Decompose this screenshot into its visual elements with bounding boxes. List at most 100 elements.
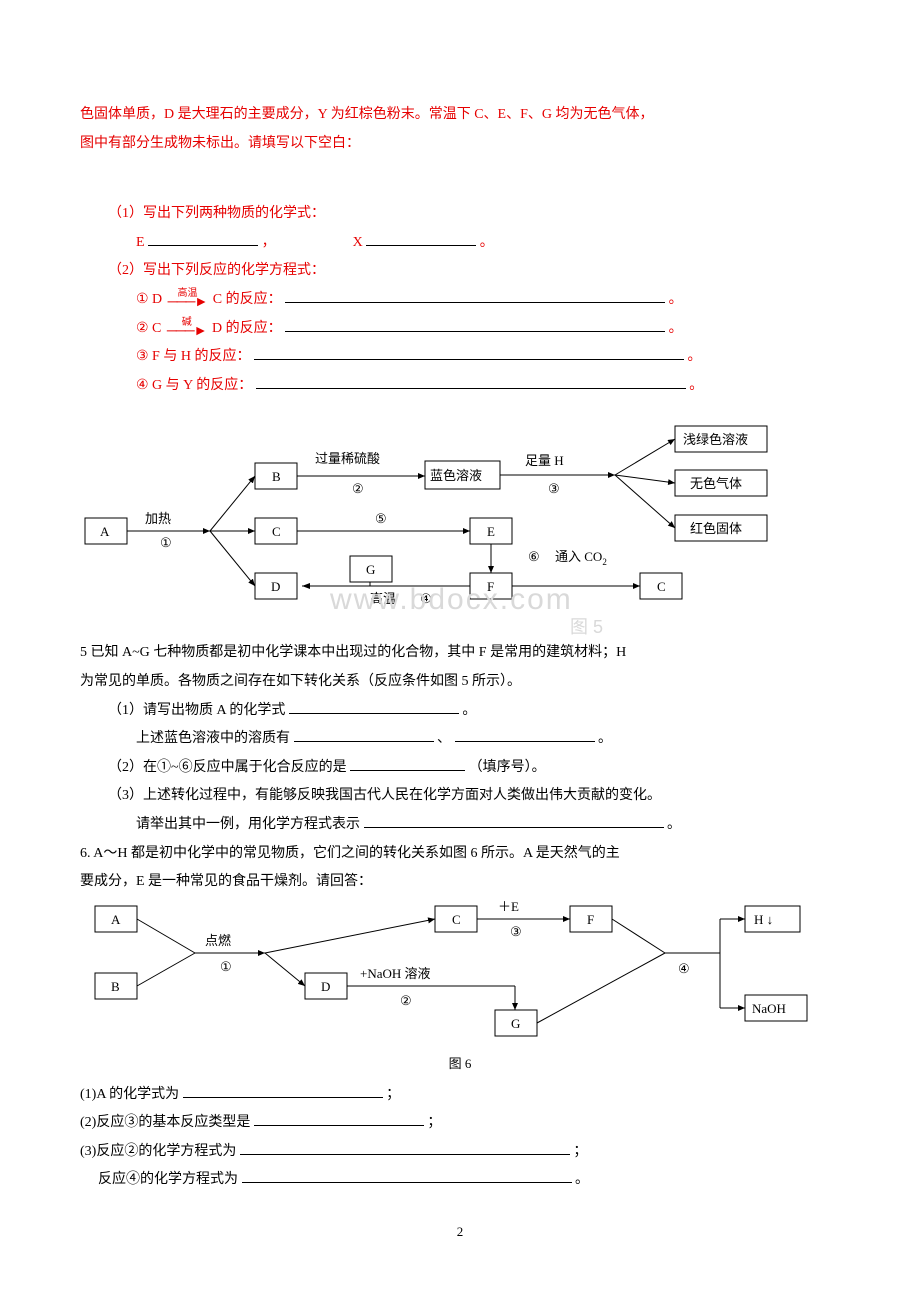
d5-lbl-gaowen: 高温 bbox=[370, 591, 396, 606]
blank-2-2 bbox=[285, 318, 665, 332]
d5-box-c2: C bbox=[657, 579, 666, 594]
d5-lbl-tongru: 通入 CO bbox=[555, 549, 602, 564]
q5-sub1b: 上述蓝色溶液中的溶质有 bbox=[136, 731, 290, 746]
d5-lbl-one: ① bbox=[160, 535, 172, 550]
d6-four: ④ bbox=[678, 961, 690, 976]
page-number: 2 bbox=[80, 1224, 840, 1240]
q1-e-label: E bbox=[136, 235, 145, 250]
q2-i2-b: D 的反应： bbox=[212, 321, 282, 336]
d5-box-g: G bbox=[366, 562, 375, 577]
q5-sub1a-row: （1）请写出物质 A 的化学式 。 bbox=[80, 698, 840, 725]
blank-5-4 bbox=[364, 814, 664, 828]
q2-i1-a: ① D bbox=[136, 292, 162, 307]
q2-i1-b: C 的反应： bbox=[213, 292, 282, 307]
q1-comma: ， bbox=[262, 235, 276, 250]
q6-semi-1: ； bbox=[386, 1087, 400, 1102]
q6-head-b: 要成分，E 是一种常见的食品干燥剂。请回答： bbox=[80, 869, 840, 896]
q2-period-3: 。 bbox=[687, 349, 701, 364]
q6-q2-row: (2)反应③的基本反应类型是 ； bbox=[80, 1110, 840, 1137]
blank-5-1 bbox=[289, 700, 459, 714]
svg-text:通入 CO2: 通入 CO2 bbox=[555, 549, 607, 567]
d5-lbl-jiare: 加热 bbox=[145, 511, 171, 526]
q2-item3: ③ F 与 H 的反应： 。 bbox=[80, 344, 840, 371]
d6-naoh: +NaOH 溶液 bbox=[360, 966, 431, 981]
d6-three: ③ bbox=[510, 924, 522, 939]
d5-lbl-six: ⑥ bbox=[528, 549, 540, 564]
arrow-high-temp-icon: 高温 ───► bbox=[168, 289, 208, 310]
d5-lbl-enoughH: 足量 H bbox=[525, 453, 564, 468]
d6-two: ② bbox=[400, 993, 412, 1008]
d5-lbl-guoliang: 过量稀硫酸 bbox=[315, 451, 380, 466]
q1-x-label: X bbox=[353, 235, 363, 250]
q5-period3: 。 bbox=[667, 817, 681, 832]
q2-period-4: 。 bbox=[689, 378, 703, 393]
q5-sub2: （2）在①~⑥反应中属于化合反应的是 bbox=[108, 760, 347, 775]
d5-sub2: 2 bbox=[602, 557, 607, 567]
q1-title: （1）写出下列两种物质的化学式： bbox=[80, 201, 840, 228]
d6-box-f: F bbox=[587, 912, 594, 927]
d5-box-e: E bbox=[487, 524, 495, 539]
q6-q2: (2)反应③的基本反应类型是 bbox=[80, 1115, 250, 1130]
q5-head-a: 5 已知 A~G 七种物质都是初中化学课本中出现过的化合物，其中 F 是常用的建… bbox=[80, 640, 840, 667]
q2-item4: ④ G 与 Y 的反应： 。 bbox=[80, 373, 840, 400]
blank-5-2b bbox=[455, 728, 595, 742]
q2-period-1: 。 bbox=[669, 292, 683, 307]
q5-sub1a: （1）请写出物质 A 的化学式 bbox=[108, 703, 285, 718]
diagram-6: A B 点燃 ① D +NaOH 溶液 ② C ＋E bbox=[80, 898, 840, 1048]
q2-i3: ③ F 与 H 的反应： bbox=[136, 349, 250, 364]
blank-6-3 bbox=[240, 1141, 570, 1155]
q2-item2: ② C 碱 ───► D 的反应： 。 bbox=[80, 316, 840, 343]
blank-x bbox=[366, 232, 476, 246]
blank-5-2a bbox=[294, 728, 434, 742]
arrow-base-icon: 碱 ───► bbox=[167, 318, 207, 339]
blank-2-3 bbox=[254, 346, 684, 360]
d6-one: ① bbox=[220, 959, 232, 974]
diagram-5: A 加热 ① B C D 过量稀硫酸 ② 蓝色溶液 足量 H bbox=[80, 423, 840, 633]
q5-semi: 、 bbox=[437, 731, 451, 746]
q6-q1-row: (1)A 的化学式为 ； bbox=[80, 1082, 840, 1109]
q6-semi-3: ； bbox=[573, 1144, 587, 1159]
d6-box-naoh: NaOH bbox=[752, 1001, 786, 1016]
q6-head-a: 6. A～H 都是初中化学中的常见物质，它们之间的转化关系如图 6 所示。A 是… bbox=[80, 841, 840, 868]
d6-box-h: H ↓ bbox=[754, 912, 773, 927]
intro-line-1: 色固体单质，D 是大理石的主要成分，Y 为红棕色粉末。常温下 C、E、F、G 均… bbox=[80, 102, 840, 129]
blank-5-3 bbox=[350, 757, 465, 771]
q6-q1: (1)A 的化学式为 bbox=[80, 1087, 179, 1102]
q1-period: 。 bbox=[480, 235, 494, 250]
intro-line-2: 图中有部分生成物未标出。请填写以下空白： bbox=[80, 131, 840, 158]
q5-sub3a: （3）上述转化过程中，有能够反映我国古代人民在化学方面对人类做出伟大贡献的变化。 bbox=[80, 783, 840, 810]
q2-title: （2）写出下列反应的化学方程式： bbox=[80, 258, 840, 285]
blank-2-1 bbox=[285, 289, 665, 303]
blank-6-1 bbox=[183, 1084, 383, 1098]
d6-box-a: A bbox=[111, 912, 121, 927]
q5-sub3b-row: 请举出其中一例，用化学方程式表示 。 bbox=[80, 812, 840, 839]
q6-q3b: 反应④的化学方程式为 bbox=[98, 1172, 238, 1187]
blank-6-2 bbox=[254, 1112, 424, 1126]
d5-lbl-r1: 浅绿色溶液 bbox=[683, 432, 748, 447]
q5-period2: 。 bbox=[598, 731, 612, 746]
d5-box-d: D bbox=[271, 579, 280, 594]
blank-6-4 bbox=[242, 1169, 572, 1183]
q5-sub3b: 请举出其中一例，用化学方程式表示 bbox=[136, 817, 360, 832]
d5-lbl-five: ⑤ bbox=[375, 511, 387, 526]
d5-box-c: C bbox=[272, 524, 281, 539]
q6-q3b-row: 反应④的化学方程式为 。 bbox=[80, 1167, 840, 1194]
d6-box-b: B bbox=[111, 979, 120, 994]
d6-box-c: C bbox=[452, 912, 461, 927]
q2-i4: ④ G 与 Y 的反应： bbox=[136, 378, 252, 393]
d6-box-g: G bbox=[511, 1016, 520, 1031]
q5-period1: 。 bbox=[462, 703, 476, 718]
q2-period-2: 。 bbox=[669, 321, 683, 336]
d5-lbl-four: ④ bbox=[420, 591, 432, 606]
d5-lbl-r3: 红色固体 bbox=[690, 521, 742, 536]
d5-lbl-r2: 无色气体 bbox=[690, 476, 742, 491]
q2-item1: ① D 高温 ───► C 的反应： 。 bbox=[80, 287, 840, 314]
q6-semi-2: ； bbox=[427, 1115, 441, 1130]
d5-lbl-two: ② bbox=[352, 481, 364, 496]
blank-2-4 bbox=[256, 375, 686, 389]
d6-dianran: 点燃 bbox=[205, 933, 231, 948]
d5-lbl-three: ③ bbox=[548, 481, 560, 496]
d6-plusE: ＋E bbox=[498, 899, 519, 914]
d5-box-f: F bbox=[487, 579, 494, 594]
d5-box-b: B bbox=[272, 469, 281, 484]
